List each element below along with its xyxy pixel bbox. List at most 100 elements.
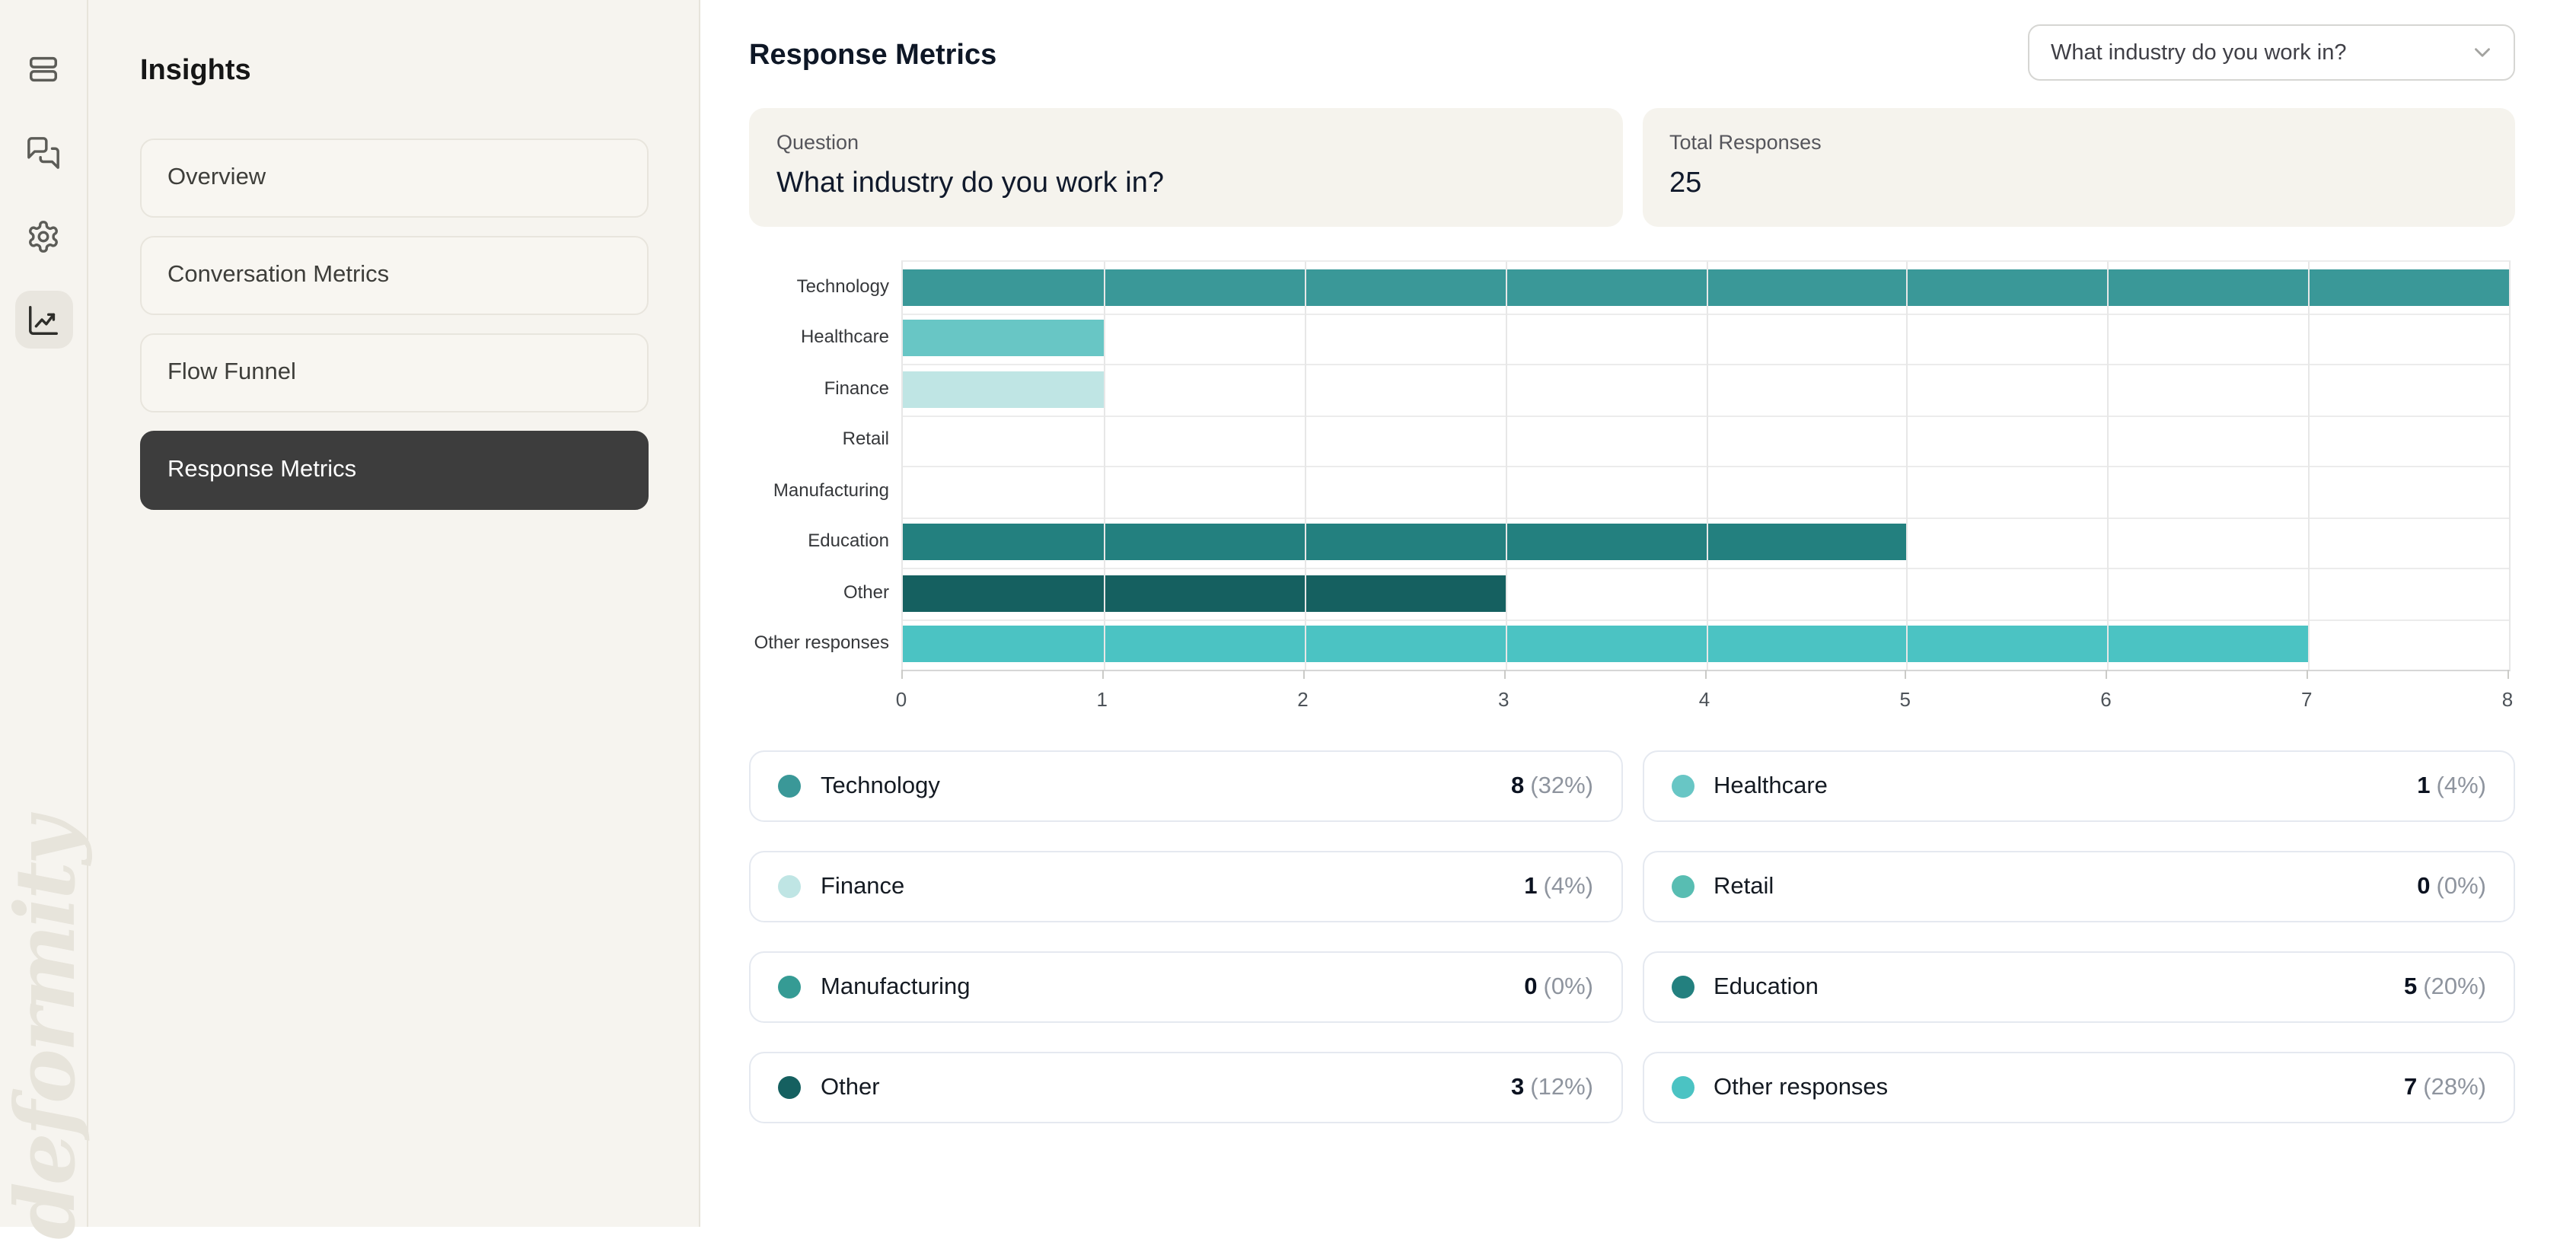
bar-education [903, 524, 1907, 561]
legend-label: Retail [1714, 873, 1774, 899]
industry-filter-dropdown[interactable]: What industry do you work in? [2028, 24, 2515, 81]
gridline-horizontal [903, 620, 2509, 621]
legend-item-finance: Finance 1 (4%) [749, 851, 1622, 922]
y-axis-label-technology: Technology [796, 275, 889, 297]
x-axis-tick-label: 1 [1096, 688, 1108, 711]
y-axis-label-healthcare: Healthcare [800, 326, 889, 348]
legend-value: 5 (20%) [2404, 973, 2486, 999]
y-axis-label-other: Other [843, 581, 889, 603]
x-axis-tick-label: 0 [895, 688, 907, 711]
summary-card-total-responses: Total Responses 25 [1642, 108, 2515, 227]
y-axis-label-other-responses: Other responses [754, 632, 889, 654]
gridline-vertical [2107, 262, 2109, 670]
sidebar-item-overview[interactable]: Overview [140, 139, 649, 218]
x-axis-tick [1303, 670, 1305, 679]
legend-value: 0 (0%) [2417, 873, 2486, 899]
y-axis-label-manufacturing: Manufacturing [773, 479, 889, 501]
responses-bar-chart: Technology Healthcare Finance Retail Manufac… [749, 260, 2515, 714]
x-axis-tick-label: 4 [1698, 688, 1710, 711]
gridline-horizontal [903, 416, 2509, 417]
legend-item-technology: Technology 8 (32%) [749, 750, 1622, 822]
x-axis-tick [2307, 670, 2308, 679]
x-axis-tick [2106, 670, 2107, 679]
settings-icon [26, 218, 61, 253]
sidebar-item-conversation-metrics[interactable]: Conversation Metrics [140, 236, 649, 315]
x-axis-tick-label: 8 [2501, 688, 2514, 711]
gridline-vertical [1104, 262, 1105, 670]
x-axis-tick [1705, 670, 1707, 679]
legend-label: Other responses [1714, 1074, 1889, 1100]
gridline-vertical [1906, 262, 1908, 670]
sidebar-item-response-metrics[interactable]: Response Metrics [140, 431, 649, 510]
gridline-horizontal [903, 314, 2509, 315]
sidebar: Insights Overview Conversation Metrics Flo… [88, 0, 700, 1227]
bar-finance [903, 371, 1104, 408]
x-axis-tick [901, 670, 903, 679]
main-content: Response Metrics What industry do you wo… [700, 0, 2576, 1227]
legend-item-education: Education 5 (20%) [1642, 951, 2515, 1023]
page-title: Response Metrics [749, 40, 997, 72]
bar-healthcare [903, 320, 1104, 357]
legend-value: 8 (32%) [1511, 772, 1593, 798]
rail-item-settings[interactable] [14, 207, 72, 265]
bar-other-responses [903, 626, 2309, 663]
sidebar-title: Insights [140, 55, 251, 87]
legend-label: Technology [821, 772, 940, 798]
legend-color-dot [1671, 1076, 1694, 1099]
legend-label: Healthcare [1714, 772, 1828, 798]
watermark: deformity [0, 819, 94, 1239]
gridline-vertical [1707, 262, 1708, 670]
x-axis-tick [1504, 670, 1506, 679]
legend-color-dot [778, 1076, 801, 1099]
summary-card-label: Question [776, 131, 859, 154]
chevron-down-icon [2469, 40, 2495, 65]
rail-item-messages[interactable] [14, 123, 72, 181]
sidebar-nav: Overview Conversation Metrics Flow Funnel R… [140, 139, 649, 510]
gridline-vertical [1305, 262, 1306, 670]
legend-color-dot [1671, 875, 1694, 898]
x-axis-tick [2507, 670, 2509, 679]
gridline-horizontal [903, 364, 2509, 365]
legend-value: 1 (4%) [2417, 772, 2486, 798]
legend-item-manufacturing: Manufacturing 0 (0%) [749, 951, 1622, 1023]
summary-card-question: Question What industry do you work in? [749, 108, 1622, 227]
legend-color-dot [1671, 976, 1694, 999]
legend-value: 1 (4%) [1524, 873, 1593, 899]
legend-value: 7 (28%) [2404, 1074, 2486, 1100]
legend-color-dot [778, 875, 801, 898]
x-axis-tick-label: 7 [2301, 688, 2313, 711]
dropdown-selected-value: What industry do you work in? [2051, 40, 2347, 65]
legend-label: Finance [821, 873, 905, 899]
rows-icon [26, 51, 61, 86]
y-axis-label-finance: Finance [824, 377, 889, 399]
gridline-horizontal [903, 518, 2509, 519]
summary-card-value: 25 [1669, 167, 1702, 199]
summary-cards: Question What industry do you work in? T… [749, 108, 2515, 227]
sidebar-item-flow-funnel[interactable]: Flow Funnel [140, 333, 649, 412]
legend-color-dot [1671, 775, 1694, 798]
summary-card-label: Total Responses [1669, 131, 1822, 154]
legend-value: 3 (12%) [1511, 1074, 1593, 1100]
rail-item-insights-chart[interactable] [14, 291, 72, 349]
gridline-horizontal [903, 568, 2509, 569]
chart-legend: Technology 8 (32%) Healthcare 1 (4%) Finance 1(… [749, 750, 2515, 1123]
legend-label: Education [1714, 973, 1819, 999]
x-axis-tick-label: 5 [1899, 688, 1911, 711]
legend-value: 0 (0%) [1524, 973, 1593, 999]
legend-item-healthcare: Healthcare 1 (4%) [1642, 750, 2515, 822]
icon-rail: deformity [0, 0, 94, 1239]
legend-label: Other [821, 1074, 880, 1100]
messages-icon [26, 135, 61, 170]
legend-item-retail: Retail 0 (0%) [1642, 851, 2515, 922]
legend-label: Manufacturing [821, 973, 971, 999]
x-axis-tick [1102, 670, 1104, 679]
bar-other [903, 575, 1506, 612]
x-axis-tick-label: 2 [1297, 688, 1309, 711]
legend-color-dot [778, 976, 801, 999]
y-axis-label-retail: Retail [842, 428, 889, 450]
x-axis-tick [1905, 670, 1906, 679]
rail-item-rows[interactable] [14, 40, 72, 97]
legend-item-other-responses: Other responses 7 (28%) [1642, 1052, 2515, 1123]
summary-card-value: What industry do you work in? [776, 167, 1165, 199]
